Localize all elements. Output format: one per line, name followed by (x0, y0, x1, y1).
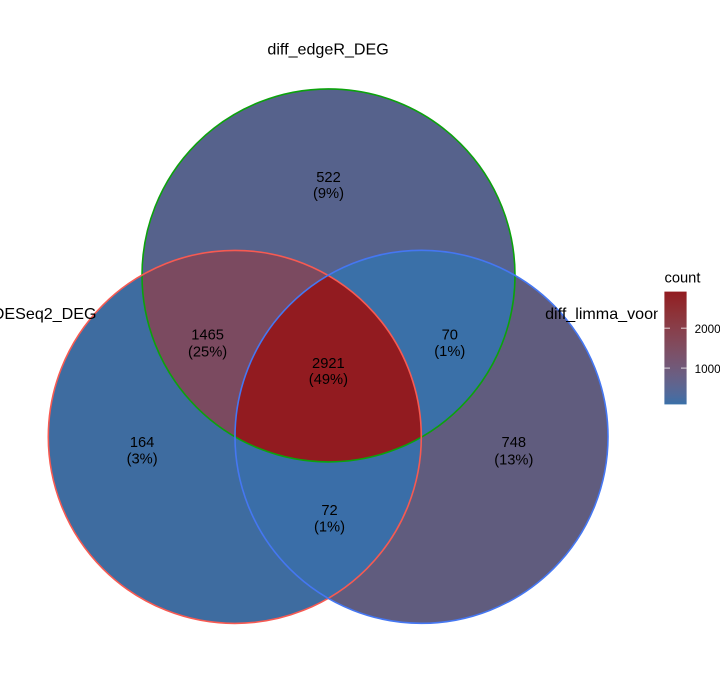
svg-text:2000: 2000 (695, 323, 720, 336)
svg-text:(1%): (1%) (434, 344, 465, 360)
svg-text:2921: 2921 (312, 356, 345, 372)
svg-text:1465: 1465 (191, 328, 224, 344)
svg-text:(25%): (25%) (188, 344, 227, 360)
svg-text:164: 164 (130, 435, 155, 451)
svg-text:522: 522 (316, 170, 341, 186)
svg-text:diff_limma_voom: diff_limma_voom (545, 305, 666, 323)
svg-text:748: 748 (502, 435, 527, 451)
svg-text:diff_edgeR_DEG: diff_edgeR_DEG (267, 41, 388, 59)
svg-text:(9%): (9%) (313, 186, 344, 202)
svg-text:count: count (665, 271, 701, 287)
svg-text:72: 72 (321, 503, 337, 519)
svg-text:1000: 1000 (695, 363, 720, 376)
svg-text:(13%): (13%) (494, 452, 533, 468)
svg-text:(49%): (49%) (309, 372, 348, 388)
svg-text:(3%): (3%) (127, 452, 158, 468)
svg-text:diff_DESeq2_DEG: diff_DESeq2_DEG (0, 305, 97, 323)
svg-text:70: 70 (442, 328, 458, 344)
svg-text:(1%): (1%) (314, 520, 345, 536)
